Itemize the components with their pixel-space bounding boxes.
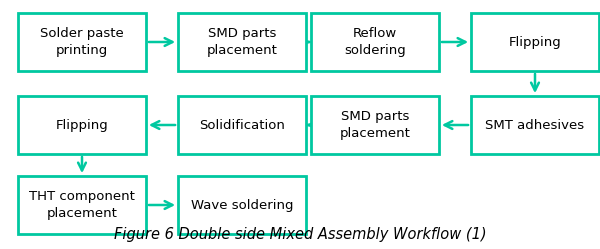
Text: Flipping: Flipping — [509, 36, 562, 49]
FancyBboxPatch shape — [311, 13, 439, 71]
FancyBboxPatch shape — [178, 13, 306, 71]
Text: SMT adhesives: SMT adhesives — [485, 119, 584, 131]
Text: Wave soldering: Wave soldering — [191, 198, 293, 211]
Text: SMD parts
placement: SMD parts placement — [206, 27, 277, 57]
FancyBboxPatch shape — [18, 13, 146, 71]
Text: Reflow
soldering: Reflow soldering — [344, 27, 406, 57]
Text: Figure 6 Double side Mixed Assembly Workflow (1): Figure 6 Double side Mixed Assembly Work… — [113, 227, 487, 242]
Text: Solder paste
printing: Solder paste printing — [40, 27, 124, 57]
FancyBboxPatch shape — [18, 96, 146, 154]
Text: THT component
placement: THT component placement — [29, 190, 135, 220]
FancyBboxPatch shape — [471, 13, 599, 71]
FancyBboxPatch shape — [178, 96, 306, 154]
Text: SMD parts
placement: SMD parts placement — [340, 110, 410, 140]
FancyBboxPatch shape — [18, 176, 146, 234]
FancyBboxPatch shape — [178, 176, 306, 234]
Text: Solidification: Solidification — [199, 119, 285, 131]
FancyBboxPatch shape — [311, 96, 439, 154]
FancyBboxPatch shape — [471, 96, 599, 154]
Text: Flipping: Flipping — [56, 119, 109, 131]
